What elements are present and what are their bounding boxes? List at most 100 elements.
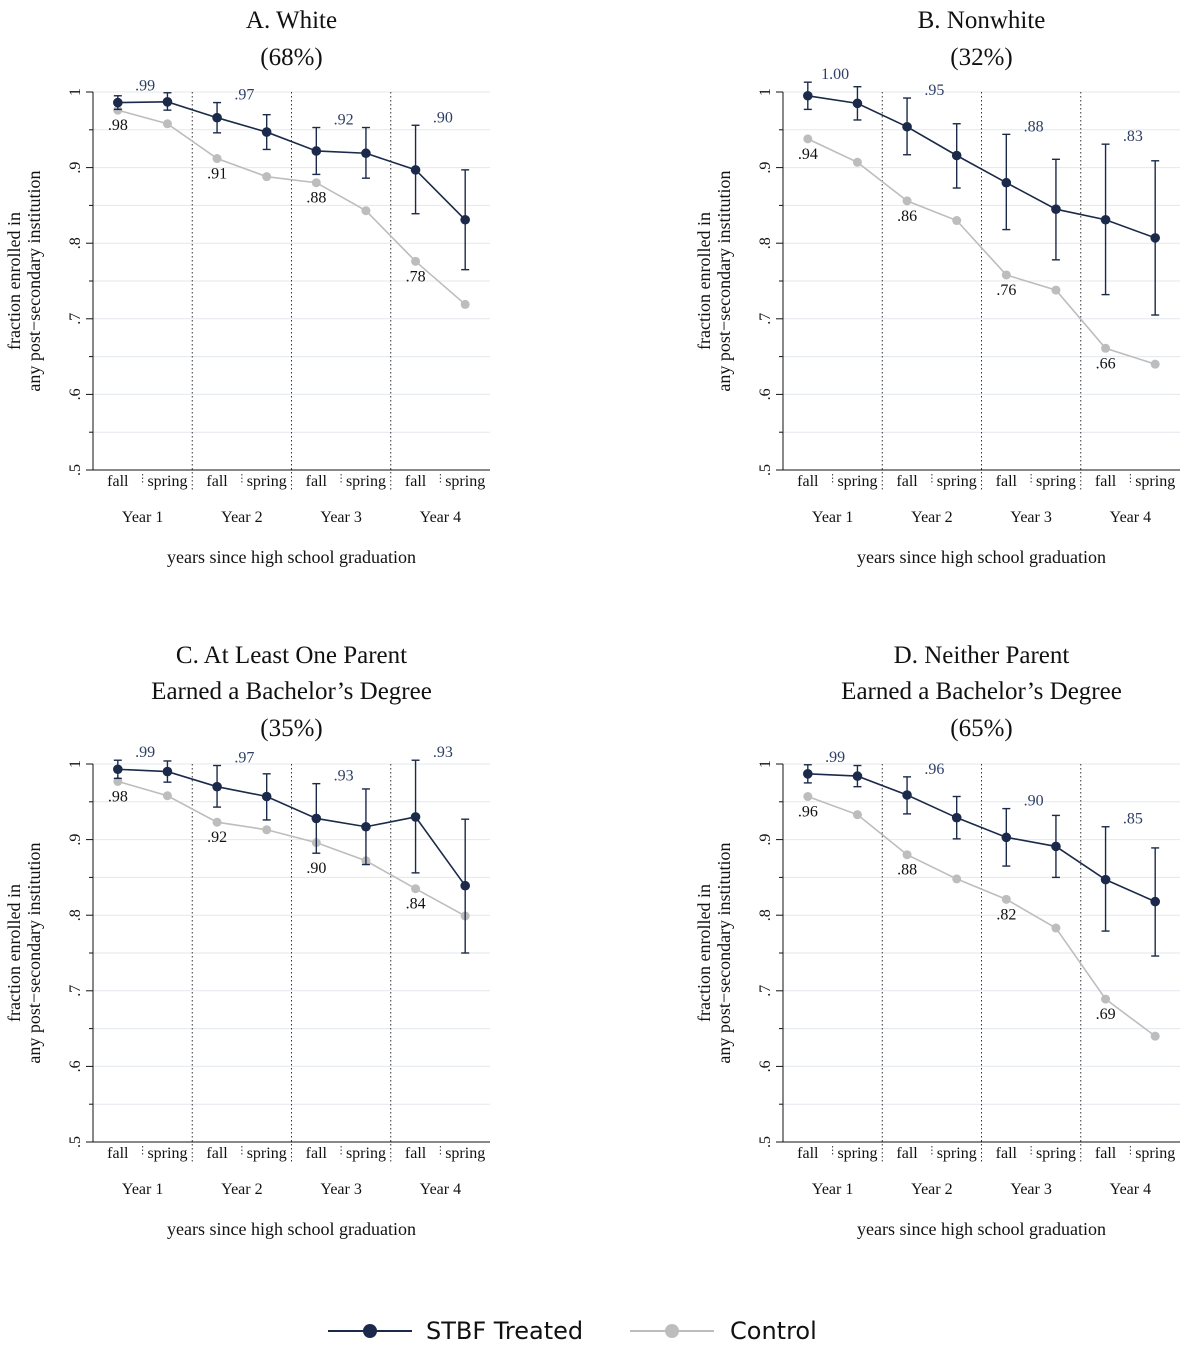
x-tick-label: spring bbox=[445, 1145, 485, 1162]
x-tick-label: spring bbox=[247, 1145, 287, 1162]
point-control bbox=[311, 178, 321, 188]
x-tick-label: spring bbox=[346, 473, 386, 490]
year-label: Year 3 bbox=[320, 509, 361, 526]
y-tick-label: .9 bbox=[67, 162, 84, 174]
y-tick-label: 1 bbox=[67, 760, 84, 768]
point-treated bbox=[311, 813, 322, 824]
point-treated bbox=[311, 146, 322, 156]
y-tick-label: .6 bbox=[67, 1060, 84, 1072]
point-control bbox=[1101, 994, 1111, 1004]
y-tick-label: .8 bbox=[757, 237, 774, 249]
x-tick-label: fall bbox=[996, 473, 1018, 490]
data-label-treated: .99 bbox=[135, 78, 155, 95]
y-axis-label-line: any post−secondary institution bbox=[714, 842, 734, 1063]
point-treated bbox=[1100, 874, 1111, 885]
x-tick-label: fall bbox=[1095, 473, 1117, 490]
chart-panel: C. At Least One Parent Earned a Bachelor’… bbox=[4, 642, 490, 1239]
point-treated bbox=[113, 764, 123, 775]
data-label-control: .94 bbox=[798, 146, 818, 163]
point-treated bbox=[803, 90, 813, 101]
point-treated bbox=[361, 148, 371, 159]
data-label-control: .84 bbox=[406, 896, 426, 913]
data-label-control: .78 bbox=[406, 268, 426, 285]
data-label-treated: .97 bbox=[234, 87, 254, 104]
x-axis-title: years since high school graduation bbox=[167, 547, 416, 567]
point-treated bbox=[852, 771, 863, 781]
x-tick-label: spring bbox=[1036, 473, 1076, 490]
year-label: Year 2 bbox=[911, 1181, 952, 1198]
y-tick-label: .8 bbox=[67, 909, 84, 921]
year-label: Year 3 bbox=[1010, 1181, 1051, 1198]
y-axis-label-line: fraction enrolled in bbox=[4, 884, 24, 1022]
x-tick-label: spring bbox=[837, 473, 877, 490]
point-control bbox=[1150, 1031, 1160, 1041]
series-line-control bbox=[117, 109, 466, 306]
y-tick-label: .6 bbox=[757, 388, 774, 400]
point-treated bbox=[1150, 896, 1160, 907]
point-control bbox=[1051, 285, 1061, 295]
data-label-treated: 1.00 bbox=[821, 66, 849, 83]
point-control bbox=[411, 256, 421, 266]
x-tick-label: spring bbox=[1036, 1145, 1076, 1162]
year-label: Year 2 bbox=[221, 1181, 262, 1198]
x-tick-label: fall bbox=[405, 473, 427, 490]
x-tick-label: fall bbox=[306, 1145, 328, 1162]
point-treated bbox=[1001, 177, 1012, 188]
data-label-control: .92 bbox=[207, 829, 227, 846]
x-axis-title: years since high school graduation bbox=[167, 1219, 416, 1239]
point-treated bbox=[1051, 841, 1061, 852]
legend-control-marker bbox=[665, 1324, 679, 1338]
y-tick-label: 1 bbox=[757, 88, 774, 96]
year-label: Year 2 bbox=[221, 509, 262, 526]
point-treated bbox=[410, 165, 421, 175]
point-treated bbox=[951, 812, 962, 823]
point-control bbox=[212, 817, 222, 827]
y-tick-label: .5 bbox=[757, 1136, 774, 1148]
data-label-treated: .85 bbox=[1123, 811, 1143, 828]
data-label-treated: .83 bbox=[1123, 128, 1143, 145]
point-treated bbox=[460, 880, 470, 891]
point-control bbox=[902, 850, 912, 860]
point-treated bbox=[162, 766, 173, 777]
y-axis-label-line: any post−secondary institution bbox=[24, 170, 44, 391]
y-tick-label: .9 bbox=[757, 162, 774, 174]
chart-title-line: (68%) bbox=[260, 44, 322, 71]
y-tick-label: .5 bbox=[67, 464, 84, 476]
data-label-treated: .90 bbox=[1024, 793, 1044, 810]
point-control bbox=[1001, 894, 1011, 904]
data-label-treated: .95 bbox=[924, 82, 944, 99]
x-tick-label: fall bbox=[306, 473, 328, 490]
y-tick-label: .8 bbox=[67, 237, 84, 249]
x-tick-label: fall bbox=[996, 1145, 1018, 1162]
x-tick-label: spring bbox=[937, 473, 977, 490]
point-treated bbox=[902, 121, 912, 132]
x-tick-label: fall bbox=[405, 1145, 427, 1162]
point-control bbox=[460, 299, 470, 309]
chart-title-line: (32%) bbox=[950, 44, 1012, 71]
legend-treated-label: STBF Treated bbox=[426, 1317, 583, 1345]
year-label: Year 1 bbox=[122, 1181, 163, 1198]
point-control bbox=[113, 105, 123, 115]
x-tick-label: spring bbox=[147, 473, 187, 490]
data-label-control: .88 bbox=[306, 190, 326, 207]
x-tick-label: fall bbox=[896, 473, 918, 490]
point-treated bbox=[1001, 832, 1012, 843]
point-treated bbox=[212, 781, 222, 792]
year-label: Year 1 bbox=[812, 1181, 853, 1198]
y-tick-label: .6 bbox=[67, 388, 84, 400]
year-label: Year 4 bbox=[420, 509, 461, 526]
chart-title-line: (65%) bbox=[950, 715, 1012, 742]
y-tick-label: .7 bbox=[757, 985, 774, 997]
x-tick-label: spring bbox=[937, 1145, 977, 1162]
chart-title-line: (35%) bbox=[260, 715, 322, 742]
series-line-treated bbox=[807, 773, 1156, 903]
chart-title-line: Earned a Bachelor’s Degree bbox=[841, 678, 1122, 705]
year-label: Year 1 bbox=[812, 509, 853, 526]
point-control bbox=[902, 196, 912, 206]
data-label-control: .69 bbox=[1096, 1006, 1116, 1023]
chart-title-line: D. Neither Parent bbox=[894, 642, 1070, 669]
y-tick-label: 1 bbox=[757, 760, 774, 768]
point-control bbox=[1001, 270, 1011, 280]
data-label-treated: .99 bbox=[825, 749, 845, 766]
point-control bbox=[361, 206, 371, 216]
